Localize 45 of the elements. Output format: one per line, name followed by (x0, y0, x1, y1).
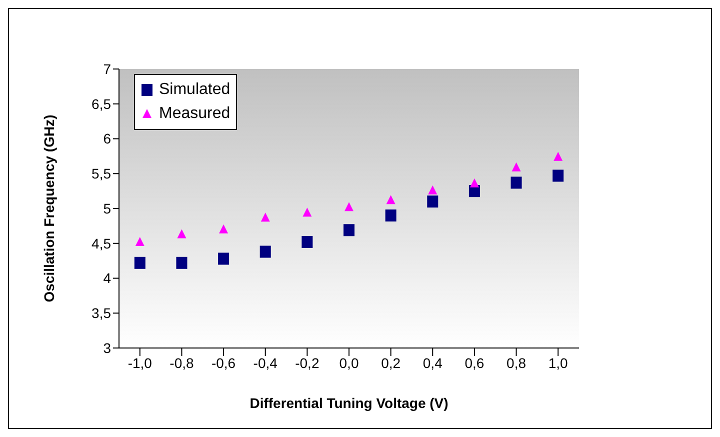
x-tick-label: -0,8 (170, 354, 194, 371)
x-tick-label: 0,0 (339, 354, 359, 371)
y-tick-label: 4,5 (92, 235, 112, 252)
point (552, 170, 564, 182)
point (218, 252, 230, 265)
point (386, 195, 396, 204)
y-tick-label: 6 (103, 130, 112, 147)
point (260, 212, 270, 222)
x-tick-label: -1,0 (128, 354, 152, 371)
x-tick-label: -0,6 (211, 354, 236, 371)
x-tick-label: -0,2 (295, 354, 320, 371)
point (427, 196, 438, 208)
y-tick-label: 5,5 (92, 166, 112, 182)
legend-label: Measured (159, 104, 230, 124)
x-tick-label: 0,8 (506, 354, 526, 371)
y-tick-label: 6,5 (92, 96, 112, 112)
point (385, 209, 396, 222)
point (510, 176, 522, 189)
point (176, 256, 188, 269)
point (344, 224, 354, 236)
x-tick-label: 0,2 (381, 354, 401, 371)
point (554, 152, 563, 161)
y-tick-label: 7 (103, 60, 112, 77)
y-tick-label: 3 (103, 340, 112, 356)
point (177, 229, 186, 238)
point (134, 256, 146, 269)
x-axis-title: Differential Tuning Voltage (V) (250, 395, 448, 411)
y-tick-label: 3,5 (92, 305, 112, 322)
x-tick-label: 0,6 (464, 354, 484, 371)
point (302, 236, 313, 248)
point (302, 208, 312, 217)
x-tick-label: 0,4 (422, 354, 443, 371)
y-axis-title: Oscillation Frequency (GHz) (40, 114, 57, 302)
legend-label: Simulated (159, 80, 230, 100)
x-tick-label: 1,0 (548, 354, 568, 371)
point (260, 246, 271, 258)
y-tick-label: 5 (103, 200, 112, 216)
point (135, 236, 144, 246)
point (428, 185, 438, 194)
point (219, 224, 228, 234)
y-tick-label: 4 (103, 270, 112, 286)
point (470, 178, 479, 188)
x-tick-label: -0,4 (253, 354, 278, 371)
point (344, 202, 354, 212)
point (512, 162, 521, 172)
